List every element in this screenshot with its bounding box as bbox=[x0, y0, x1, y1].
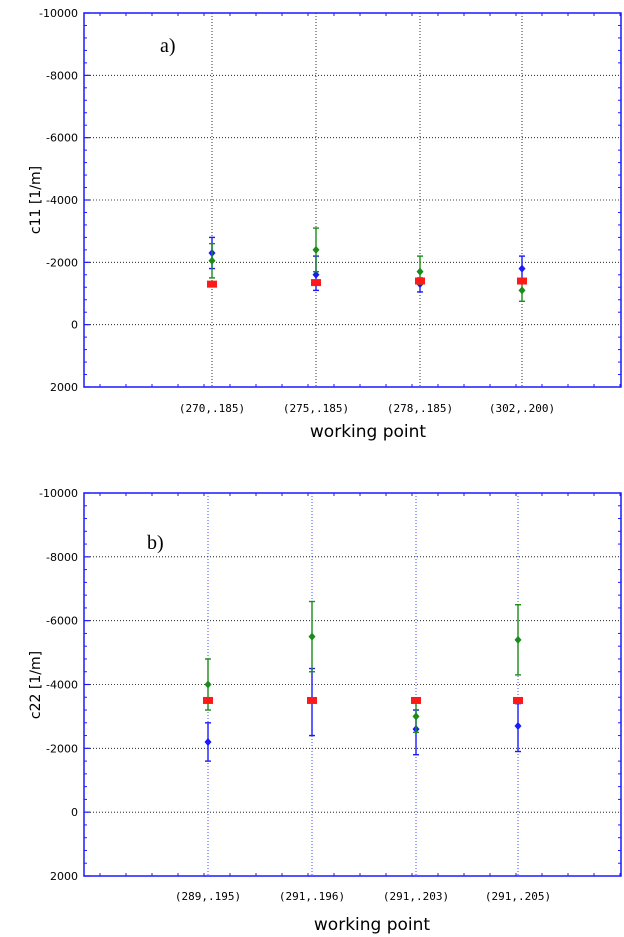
point-b-blue-3 bbox=[514, 721, 522, 730]
chart-panel-b: b) working point c22 [1/m] -10000 -8000 -6… bbox=[28, 487, 622, 935]
point-b-green-2 bbox=[412, 712, 420, 721]
point-b-red-1 bbox=[307, 696, 317, 704]
panel-tag-a: a) bbox=[160, 35, 176, 57]
point-a-red-2 bbox=[415, 277, 425, 285]
plot-frame-a bbox=[83, 12, 622, 388]
x-tick-label-a-3: (302,.200) bbox=[489, 402, 555, 415]
y-tick-label-a-4: -2000 bbox=[46, 256, 78, 269]
x-tick-label-a-0: (270,.185) bbox=[179, 402, 245, 415]
point-a-green-0 bbox=[208, 256, 216, 265]
y-tick-label-a-6: 2000 bbox=[50, 381, 78, 394]
point-b-red-2 bbox=[411, 696, 421, 704]
point-a-red-3 bbox=[517, 277, 527, 285]
x-tick-label-b-1: (291,.196) bbox=[279, 890, 345, 903]
y-tick-label-b-0: -10000 bbox=[39, 487, 78, 500]
y-tick-label-b-3: -4000 bbox=[46, 679, 78, 692]
x-tick-label-b-2: (291,.203) bbox=[383, 890, 449, 903]
plot-frame-b bbox=[83, 492, 622, 877]
y-tick-label-b-6: 2000 bbox=[50, 870, 78, 883]
x-tick-label-a-1: (275,.185) bbox=[283, 402, 349, 415]
x-axis-label-b: working point bbox=[314, 915, 431, 935]
y-tick-label-a-5: 0 bbox=[71, 319, 78, 332]
x-tick-label-a-2: (278,.185) bbox=[387, 402, 453, 415]
point-a-green-1 bbox=[312, 245, 320, 254]
point-a-red-1 bbox=[311, 279, 321, 287]
y-axis-label-b: c22 [1/m] bbox=[28, 651, 44, 719]
y-tick-label-b-2: -6000 bbox=[46, 615, 78, 628]
point-b-blue-0 bbox=[204, 737, 212, 746]
y-tick-label-b-4: -2000 bbox=[46, 742, 78, 755]
y-tick-label-a-3: -4000 bbox=[46, 194, 78, 207]
y-tick-label-b-5: 0 bbox=[71, 806, 78, 819]
point-a-blue-1 bbox=[312, 270, 320, 279]
x-tick-label-b-0: (289,.195) bbox=[175, 890, 241, 903]
point-a-green-2 bbox=[416, 267, 424, 276]
point-b-green-3 bbox=[514, 635, 522, 644]
y-tick-label-a-1: -8000 bbox=[46, 69, 78, 82]
y-tick-label-a-2: -6000 bbox=[46, 132, 78, 145]
point-a-red-0 bbox=[207, 280, 217, 288]
point-a-green-3 bbox=[518, 286, 526, 295]
x-tick-label-b-3: (291,.205) bbox=[485, 890, 551, 903]
point-b-red-0 bbox=[203, 696, 213, 704]
y-tick-label-b-1: -8000 bbox=[46, 551, 78, 564]
chart-panel-a: a) working point c11 [1/m] -10000 -8000 -6… bbox=[28, 7, 622, 442]
point-b-red-3 bbox=[513, 696, 523, 704]
panel-tag-b: b) bbox=[147, 532, 164, 554]
point-b-green-0 bbox=[204, 680, 212, 689]
y-tick-label-a-0: -10000 bbox=[39, 7, 78, 20]
point-a-blue-3 bbox=[518, 264, 526, 273]
y-axis-label-a: c11 [1/m] bbox=[28, 166, 44, 234]
x-axis-label-a: working point bbox=[310, 422, 427, 442]
point-b-green-1 bbox=[308, 632, 316, 641]
